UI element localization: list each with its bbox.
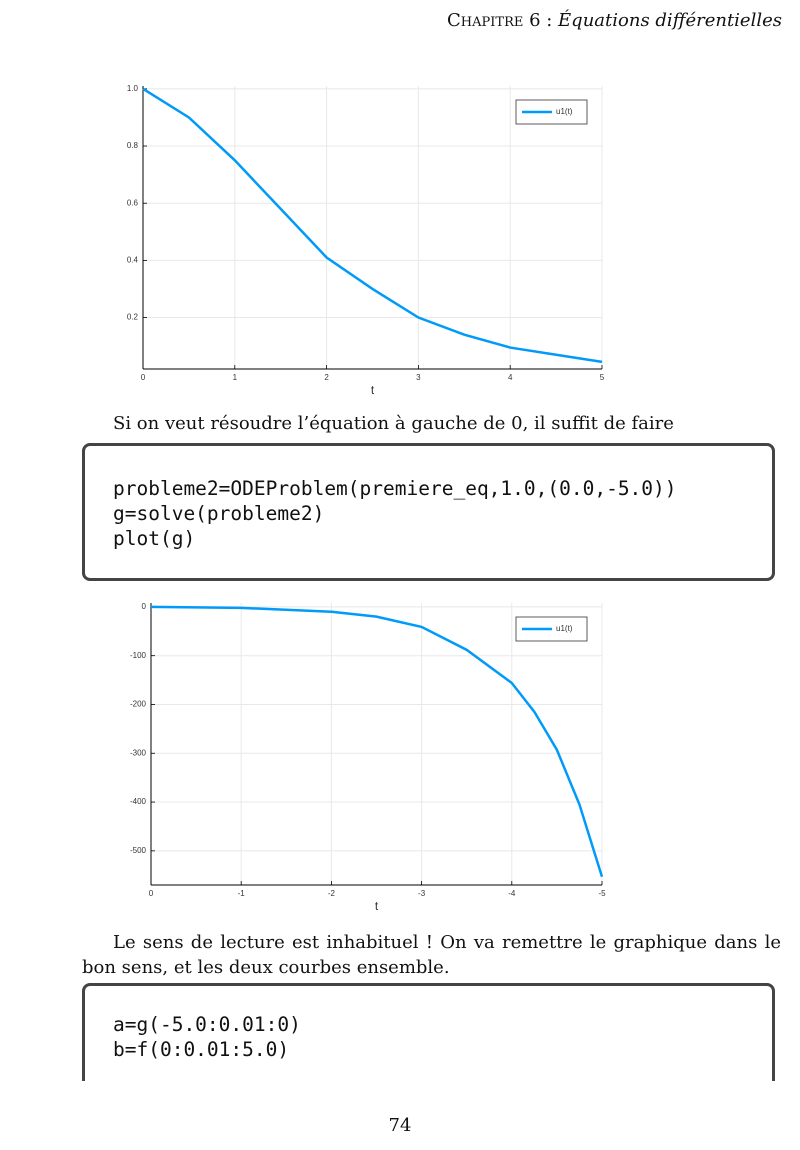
paragraph: Le sens de lecture est inhabituel ! On v… (82, 932, 781, 978)
y-tick-label: -200 (130, 700, 147, 709)
y-tick-label: 0.8 (127, 141, 139, 150)
x-tick-label: 3 (416, 373, 421, 382)
code-line: b=f(0:0.01:5.0) (113, 1038, 290, 1061)
x-axis-label: t (375, 899, 379, 913)
y-tick-label: 0.6 (127, 198, 139, 207)
y-tick-label: 1.0 (127, 84, 139, 93)
x-tick-label: 1 (233, 373, 238, 382)
y-tick-label: 0.4 (127, 255, 139, 264)
x-tick-label: -2 (328, 889, 336, 898)
code-block: probleme2=ODEProblem(premiere_eq,1.0,(0.… (82, 443, 775, 581)
x-tick-label: -4 (508, 889, 516, 898)
y-tick-label: -100 (130, 651, 147, 660)
x-tick-label: 2 (324, 373, 329, 382)
x-tick-label: -1 (238, 889, 246, 898)
code-line: a=g(-5.0:0.01:0) (113, 1013, 301, 1036)
x-tick-label: 5 (600, 373, 605, 382)
x-tick-label: -5 (598, 889, 606, 898)
y-tick-label: 0.2 (127, 313, 139, 322)
x-tick-label: 4 (508, 373, 513, 382)
code-line: plot(g) (113, 527, 196, 550)
chapter-title: Équations différentielles (558, 10, 782, 31)
y-tick-label: -300 (130, 748, 147, 757)
chapter: Chapitre 6 : (447, 10, 553, 31)
x-tick-label: 0 (149, 889, 154, 898)
x-axis-label: t (371, 383, 375, 397)
code-line: probleme2=ODEProblem(premiere_eq,1.0,(0.… (113, 477, 677, 500)
y-tick-label: 0 (142, 602, 147, 611)
y-tick-label: -400 (130, 797, 147, 806)
x-tick-label: -3 (418, 889, 426, 898)
page-cut (80, 1081, 784, 1111)
legend-label: u1(t) (556, 624, 573, 633)
x-tick-label: 0 (141, 373, 146, 382)
code-line: g=solve(probleme2) (113, 502, 325, 525)
page-number: 74 (388, 1115, 412, 1136)
data-line (150, 605, 604, 878)
running-header: Chapitre 6 : Équations différentielles (447, 10, 782, 31)
legend-label: u1(t) (556, 107, 573, 116)
paragraph: Si on veut résoudre l’équation à gauche … (113, 413, 674, 434)
code-block: a=g(-5.0:0.01:0) b=f(0:0.01:5.0) (82, 983, 775, 1103)
y-tick-label: -500 (130, 846, 147, 855)
data-line (142, 87, 603, 364)
